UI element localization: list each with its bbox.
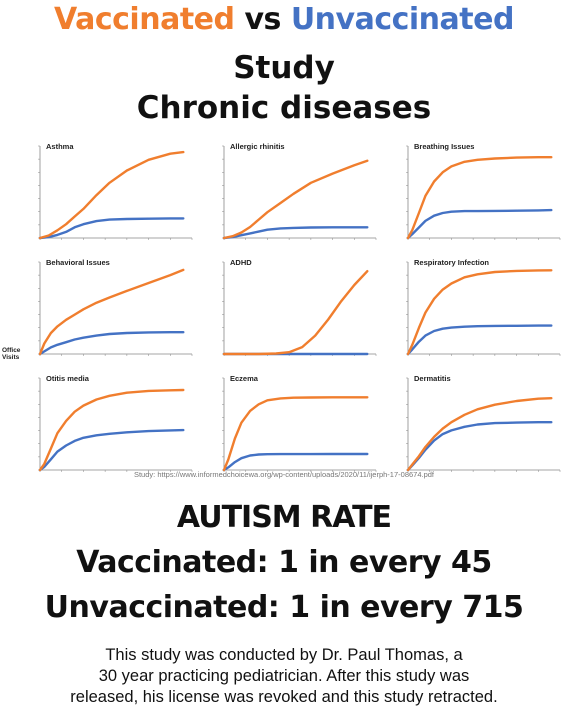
vaccinated-series-line — [38, 268, 185, 356]
chart-title: Respiratory Infection — [414, 258, 490, 267]
unvaccinated-series-line — [38, 330, 185, 356]
footer-line-2: 30 year practicing pediatrician. After t… — [98, 667, 470, 685]
chart-title: Dermatitis — [414, 374, 451, 383]
chart-panel: Eczema — [214, 366, 384, 478]
chart-svg — [406, 377, 561, 472]
vaccinated-series-line — [38, 388, 185, 472]
chart-title: Asthma — [46, 142, 74, 151]
source-citation: Study: https://www.informedchoicewa.org/… — [133, 470, 435, 479]
chart-svg — [222, 261, 377, 356]
unvaccinated-series-line — [38, 428, 185, 472]
vaccinated-series-line — [222, 159, 369, 240]
chart-svg — [38, 145, 193, 240]
unvaccinated-series-line — [222, 226, 369, 240]
title-unvaccinated: Unvaccinated — [290, 2, 515, 37]
chart-svg — [38, 261, 193, 356]
autism-heading: AUTISM RATE — [176, 500, 392, 535]
title-vaccinated: Vaccinated — [54, 2, 235, 37]
footer-line-1: This study was conducted by Dr. Paul Tho… — [105, 646, 463, 664]
title-line-1: Vaccinated vs Unvaccinated — [0, 2, 568, 37]
title-vs: vs — [244, 2, 281, 37]
chart-svg — [222, 145, 377, 240]
chart-panel: Behavioral Issues — [30, 250, 200, 362]
unvaccinated-series-line — [406, 208, 553, 240]
chart-svg — [222, 377, 377, 472]
chart-title: Eczema — [230, 374, 258, 383]
chart-panel: ADHD — [214, 250, 384, 362]
unvaccinated-series-line — [38, 217, 185, 240]
vaccinated-series-line — [406, 269, 553, 356]
vaccinated-rate: Vaccinated: 1 in every 45 — [76, 545, 492, 580]
vaccinated-series-line — [222, 396, 369, 472]
chart-panel: Respiratory Infection — [398, 250, 568, 362]
chart-svg — [406, 261, 561, 356]
chart-panel: Otitis media — [30, 366, 200, 478]
vaccinated-series-line — [38, 150, 185, 240]
unvaccinated-rate: Unvaccinated: 1 in every 715 — [44, 590, 524, 625]
chart-svg — [38, 377, 193, 472]
chart-panel: Asthma — [30, 134, 200, 246]
chart-title: Breathing Issues — [414, 142, 475, 151]
title-line-2: Study — [233, 50, 335, 86]
chart-title: Behavioral Issues — [46, 258, 110, 267]
vaccinated-series-line — [406, 397, 553, 472]
chart-panel: Allergic rhinitis — [214, 134, 384, 246]
footer-text: This study was conducted by Dr. Paul Tho… — [40, 645, 528, 708]
footer-line-3: released, his license was revoked and th… — [70, 688, 498, 706]
y-axis-label: Office Visits — [2, 347, 21, 361]
chart-title: Allergic rhinitis — [230, 142, 285, 151]
unvaccinated-series-line — [222, 452, 369, 472]
chart-svg — [406, 145, 561, 240]
title-line-3: Chronic diseases — [136, 90, 432, 126]
chart-title: Otitis media — [46, 374, 89, 383]
chart-grid: Asthma Allergic rhinitis Breathing Issues B… — [0, 132, 568, 487]
chart-panel: Breathing Issues — [398, 134, 568, 246]
chart-title: ADHD — [230, 258, 252, 267]
vaccinated-series-line — [222, 270, 369, 356]
chart-panel: Dermatitis — [398, 366, 568, 478]
vaccinated-series-line — [406, 156, 553, 240]
unvaccinated-series-line — [406, 421, 553, 472]
unvaccinated-series-line — [406, 324, 553, 356]
